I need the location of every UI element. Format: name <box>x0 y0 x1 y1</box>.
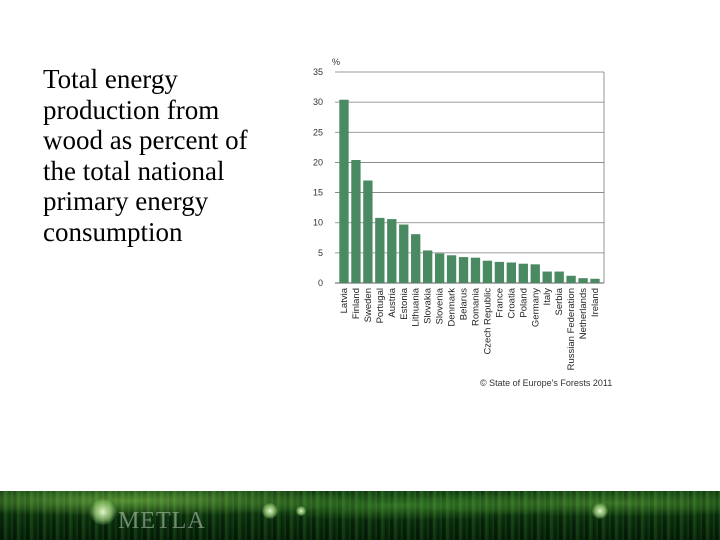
x-tick-label: Slovakia <box>423 287 434 324</box>
bar-portugal <box>375 217 385 283</box>
x-tick-label: Slovenia <box>435 287 446 324</box>
light-spot-decoration <box>592 503 608 519</box>
x-tick-label: Italy <box>542 288 553 306</box>
x-tick-label: Czech Republic <box>482 288 493 355</box>
bar-italy <box>542 271 552 283</box>
x-axis-category-labels: Latvia Finland Sweden Portugal Austria Estoni… <box>339 287 601 370</box>
x-tick-label: Sweden <box>363 288 374 322</box>
bars <box>339 99 600 283</box>
x-tick-label: Netherlands <box>578 288 589 339</box>
x-tick-label: Romania <box>470 287 481 326</box>
x-tick-label: Ireland <box>590 288 601 317</box>
bar-slovakia <box>422 250 433 283</box>
x-tick-label: Lithuania <box>411 287 422 326</box>
x-tick-label: Portugal <box>375 288 386 323</box>
x-tick-label: Finland <box>351 288 362 319</box>
metla-logo: METLA <box>118 508 206 534</box>
x-tick-label: France <box>494 288 505 318</box>
bar-ireland <box>590 278 600 283</box>
bar-czech-republic <box>482 260 493 283</box>
x-tick-label: Poland <box>518 288 529 318</box>
x-tick-label: Croatia <box>506 287 517 318</box>
y-tick-label: 30 <box>313 97 323 107</box>
x-tick-label: Denmark <box>447 288 458 327</box>
y-tick-label: 15 <box>313 188 323 198</box>
light-spot-decoration <box>90 499 116 525</box>
bar-france <box>494 261 505 283</box>
y-tick-label: 10 <box>313 218 323 228</box>
x-tick-label: Serbia <box>554 287 565 315</box>
bar-latvia <box>339 99 349 283</box>
y-tick-label: 20 <box>313 157 323 167</box>
bar-romania <box>470 257 481 283</box>
bar-denmark <box>446 255 457 283</box>
bar-lithuania <box>411 234 421 283</box>
energy-bar-chart: 0 5 10 15 20 25 30 35 % Latvia Finland Sweden Port… <box>313 57 612 388</box>
x-tick-label: Austria <box>387 287 398 317</box>
y-tick-label: 0 <box>318 278 323 288</box>
x-tick-label: Latvia <box>339 287 350 313</box>
bar-netherlands <box>578 278 588 283</box>
source-credit: © State of Europe's Forests 2011 <box>480 378 612 388</box>
bar-austria <box>387 219 397 283</box>
light-spot-decoration <box>296 506 306 516</box>
light-spot-decoration <box>262 503 278 519</box>
y-axis-label: % <box>332 57 340 67</box>
bar-belarus <box>458 257 469 283</box>
y-tick-label: 25 <box>313 127 323 137</box>
y-axis-ticks: 0 5 10 15 20 25 30 35 <box>313 67 323 288</box>
y-tick-label: 35 <box>313 67 323 77</box>
x-tick-label: Belarus <box>459 288 470 320</box>
x-tick-label: Estonia <box>399 287 410 319</box>
bar-estonia <box>399 224 409 283</box>
bar-germany <box>530 264 540 283</box>
bar-poland <box>518 263 528 283</box>
footer-band <box>0 491 720 540</box>
slide-title: Total energy production from wood as per… <box>43 64 248 247</box>
bar-finland <box>351 160 361 283</box>
bar-serbia <box>554 271 564 283</box>
bar-russian-federation <box>566 275 576 283</box>
x-tick-label: Germany <box>530 288 541 327</box>
x-tick-label: Russian Federation <box>566 288 577 370</box>
bar-sweden <box>363 180 373 283</box>
bar-croatia <box>506 262 517 283</box>
bar-slovenia <box>434 253 445 283</box>
y-tick-label: 5 <box>318 248 323 258</box>
